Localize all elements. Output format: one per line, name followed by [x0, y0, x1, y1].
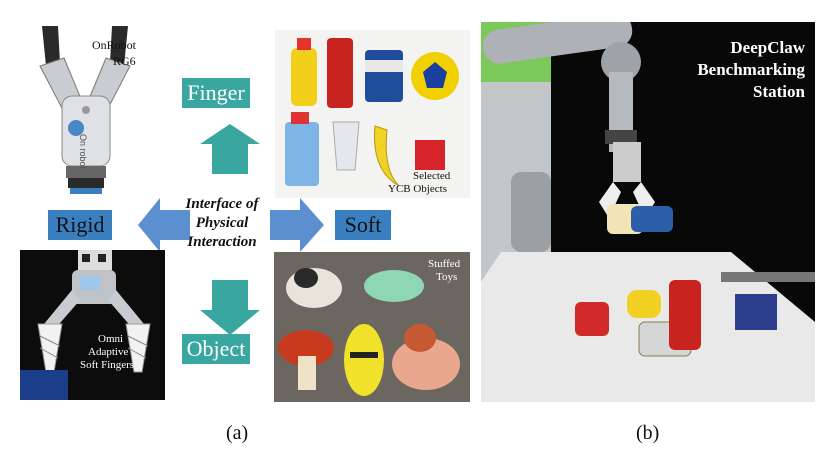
interaction-axes-arrows	[138, 124, 324, 335]
ycb-label-line1: Selected	[413, 170, 451, 182]
caption-a: (a)	[226, 422, 249, 444]
toys-label-line1: Stuffed	[428, 258, 461, 270]
arrow-right	[270, 198, 324, 252]
center-label-line3: Interaction	[187, 234, 257, 250]
deepclaw-station-photo: DeepClaw Benchmarking Station	[481, 22, 815, 402]
onrobot-label-line1: OnRobot	[92, 38, 137, 52]
center-label-line1: Interface of	[185, 196, 259, 212]
axis-object-box: Object	[182, 334, 250, 364]
caption-b: (b)	[636, 422, 660, 444]
stuffed-toys-photo: Stuffed Toys	[274, 252, 470, 402]
gripper-brand-text: On robot	[78, 134, 88, 170]
axis-finger-box: Finger	[182, 78, 250, 108]
station-title-line2: Benchmarking	[697, 60, 805, 79]
axis-soft-box: Soft	[335, 210, 391, 240]
arrow-left	[138, 198, 190, 252]
onrobot-label-line2: RG6	[113, 54, 136, 68]
onrobot-rg6-gripper-image: On robot	[20, 18, 150, 198]
axis-rigid-box: Rigid	[48, 210, 112, 240]
arrow-down	[200, 280, 260, 335]
station-title-line1: DeepClaw	[730, 38, 805, 57]
ycb-objects-photo: Selected YCB Objects	[275, 30, 470, 198]
station-title-line3: Station	[753, 82, 805, 101]
arrow-up	[200, 124, 260, 174]
soft-finger-label-line2: Adaptive	[88, 346, 129, 358]
soft-finger-label-line1: Omni	[98, 333, 124, 345]
ycb-label-line2: YCB Objects	[388, 183, 447, 195]
soft-finger-label-line3: Soft Fingers	[80, 359, 135, 371]
center-label-line2: Physical	[195, 215, 249, 231]
soft-fingers-photo: Omni Adaptive Soft Fingers	[20, 250, 165, 400]
toys-label-line2: Toys	[436, 271, 458, 283]
